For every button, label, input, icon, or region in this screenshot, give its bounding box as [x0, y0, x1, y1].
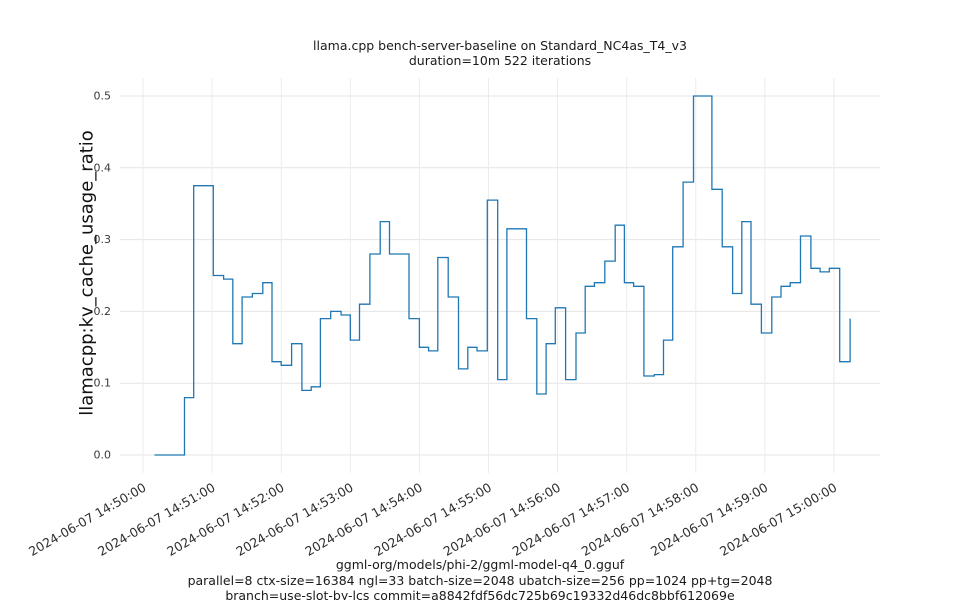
y-axis-label: llamacpp:kv_cache_usage_ratio [76, 130, 98, 416]
y-tick-label: 0.0 [94, 449, 112, 462]
y-tick-label: 0.5 [94, 89, 112, 102]
x-tick-label: 2024-06-07 14:51:00 [95, 480, 218, 559]
chart-footer: ggml-org/models/phi-2/ggml-model-q4_0.gg… [0, 557, 960, 600]
chart-title: llama.cpp bench-server-baseline on Stand… [120, 38, 880, 68]
y-tick-label: 0.3 [94, 233, 112, 246]
footer-params: parallel=8 ctx-size=16384 ngl=33 batch-s… [187, 572, 773, 588]
footer-model-path: ggml-org/models/phi-2/ggml-model-q4_0.gg… [335, 557, 625, 572]
x-tick-label: 2024-06-07 14:56:00 [441, 480, 564, 559]
x-tick-label: 2024-06-07 14:57:00 [510, 480, 633, 559]
footer-branch-commit: branch=use-slot-by-lcs commit=a8842fdf56… [225, 588, 735, 600]
x-tick-label: 2024-06-07 15:00:00 [717, 480, 840, 559]
x-tick-label: 2024-06-07 14:50:00 [26, 480, 149, 559]
x-tick-label: 2024-06-07 14:59:00 [648, 480, 771, 559]
x-tick-label: 2024-06-07 14:54:00 [302, 480, 425, 559]
x-tick-label: 2024-06-07 14:55:00 [372, 480, 495, 559]
x-tick-label: 2024-06-07 14:52:00 [164, 480, 287, 559]
chart-title-line2: duration=10m 522 iterations [408, 53, 592, 68]
y-tick-label: 0.4 [94, 161, 112, 174]
x-tick-label: 2024-06-07 14:58:00 [579, 480, 702, 559]
kv-cache-usage-line [154, 95, 851, 456]
y-tick-label: 0.2 [94, 305, 112, 318]
x-tick-label: 2024-06-07 14:53:00 [233, 480, 356, 559]
y-tick-label: 0.1 [94, 377, 112, 390]
chart-title-line1: llama.cpp bench-server-baseline on Stand… [313, 38, 687, 53]
